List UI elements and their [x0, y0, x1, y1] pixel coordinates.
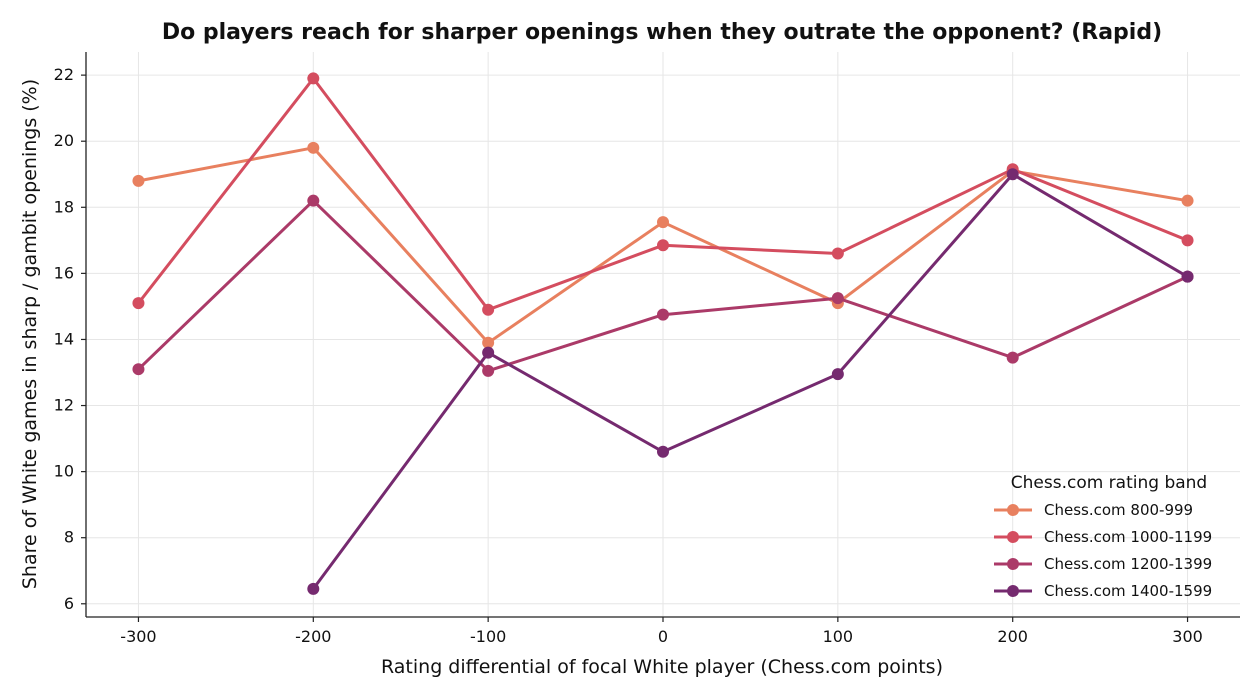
- series-line: [312, 172, 1189, 590]
- data-point: [307, 194, 320, 207]
- y-tick-label: 14: [54, 329, 74, 348]
- legend-item: Chess.com 1200-1399: [994, 555, 1212, 573]
- x-tick-label: -200: [295, 627, 331, 646]
- x-tick-label: 200: [997, 627, 1028, 646]
- legend-label: Chess.com 800-999: [1044, 501, 1193, 519]
- y-tick-label: 10: [54, 462, 74, 481]
- data-point: [657, 216, 669, 229]
- x-tick-label: -300: [120, 627, 156, 646]
- y-tick-label: 16: [54, 263, 74, 282]
- x-axis-label: Rating differential of focal White playe…: [381, 656, 943, 678]
- data-point: [657, 445, 669, 458]
- x-tick-label: 300: [1172, 627, 1203, 646]
- data-point: [657, 308, 669, 321]
- legend-label: Chess.com 1400-1599: [1044, 582, 1212, 600]
- legend-label: Chess.com 1200-1399: [1044, 555, 1212, 573]
- series-3: [132, 194, 1194, 377]
- legend: Chess.com rating band Chess.com 800-999C…: [994, 473, 1212, 600]
- x-tick-label: 0: [658, 627, 668, 646]
- data-point: [482, 364, 495, 377]
- x-tick-label: -100: [470, 627, 506, 646]
- legend-swatch-marker: [1007, 585, 1019, 597]
- legend-items: Chess.com 800-999 Chess.com 1000-1199 Ches…: [994, 501, 1212, 600]
- y-tick-label: 22: [54, 65, 74, 84]
- data-point: [132, 363, 145, 376]
- series-4: [307, 168, 1194, 595]
- legend-swatch-marker: [1007, 531, 1019, 543]
- series-layer: [132, 72, 1194, 595]
- legend-item: Chess.com 800-999: [994, 501, 1193, 519]
- data-point: [482, 336, 495, 349]
- data-point: [1181, 270, 1194, 283]
- y-tick-label: 12: [54, 396, 74, 415]
- y-axis-label: Share of White games in sharp / gambit o…: [19, 79, 41, 589]
- legend-label: Chess.com 1000-1199: [1044, 528, 1212, 546]
- data-point: [831, 368, 844, 381]
- legend-title: Chess.com rating band: [1011, 473, 1207, 493]
- y-tick-label: 20: [54, 131, 74, 150]
- y-tick-label: 18: [54, 197, 74, 216]
- data-point: [1006, 351, 1019, 364]
- data-point: [657, 239, 669, 252]
- data-point: [482, 303, 495, 316]
- legend-item: Chess.com 1400-1599: [994, 582, 1212, 600]
- chart-title: Do players reach for sharper openings wh…: [162, 20, 1162, 45]
- data-point: [307, 141, 320, 154]
- legend-swatch-marker: [1007, 558, 1019, 570]
- data-point: [132, 297, 145, 310]
- ticks-layer: 6 8 10 12 14 16 18 20 22 -300 -200 -100 0 100 200 300: [54, 65, 1203, 646]
- y-tick-label: 6: [64, 594, 74, 613]
- legend-item: Chess.com 1000-1199: [994, 528, 1212, 546]
- data-point: [307, 72, 320, 85]
- data-point: [482, 346, 495, 359]
- data-point: [1181, 234, 1194, 247]
- data-point: [1006, 168, 1019, 181]
- x-tick-label: 100: [823, 627, 854, 646]
- y-tick-label: 8: [64, 528, 74, 547]
- legend-swatch-marker: [1007, 504, 1019, 516]
- data-point: [831, 292, 844, 305]
- data-point: [307, 582, 320, 595]
- data-point: [831, 247, 844, 260]
- data-point: [1181, 194, 1194, 207]
- data-point: [132, 174, 145, 187]
